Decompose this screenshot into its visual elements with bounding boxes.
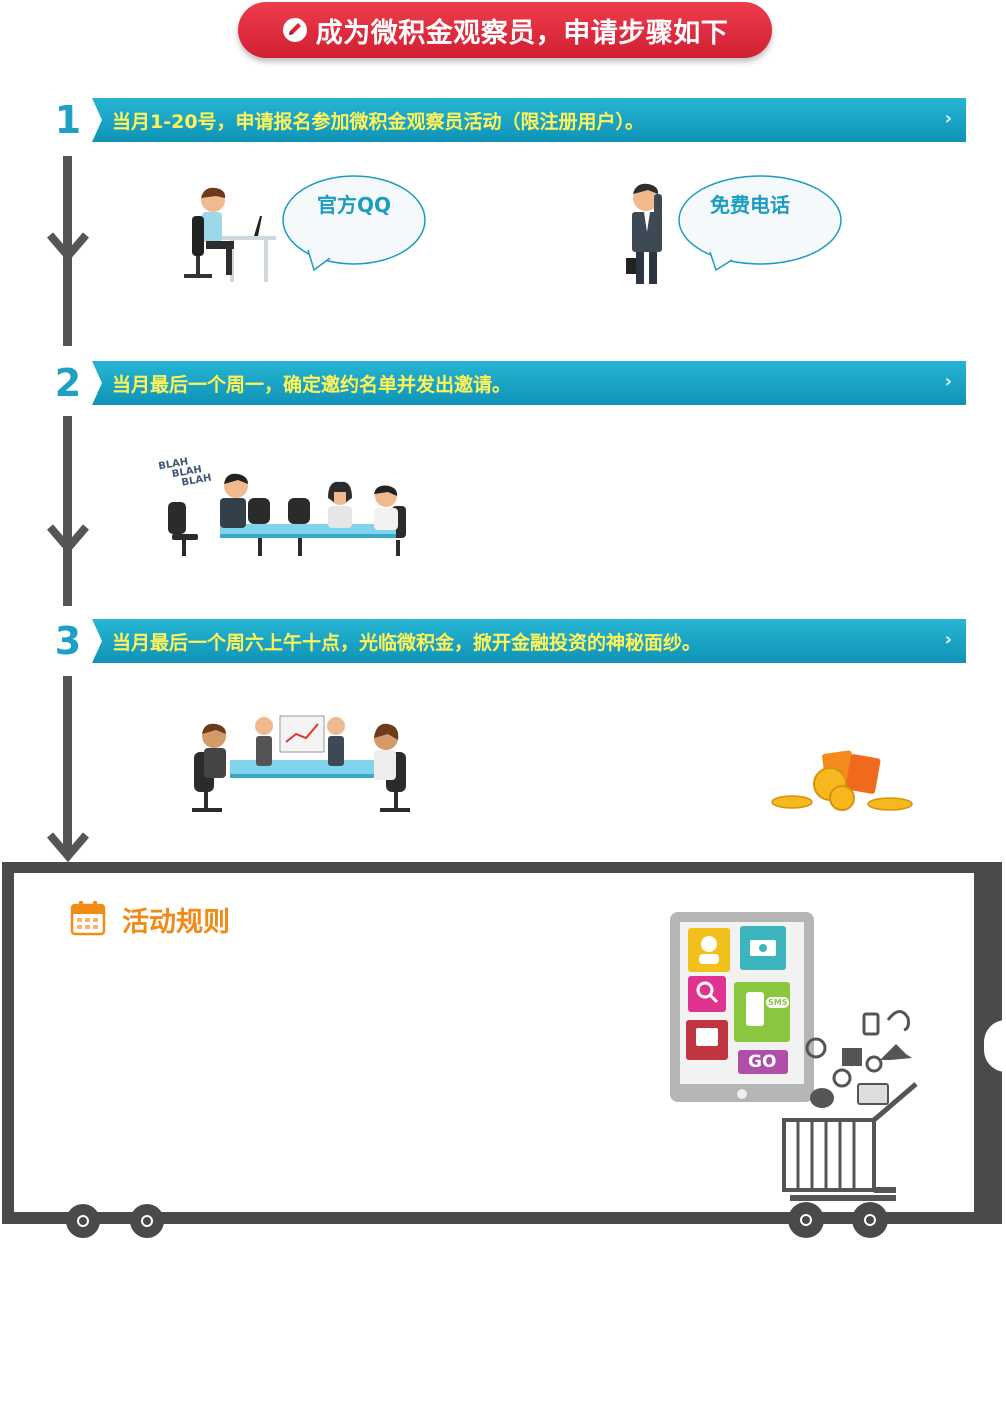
chevron-right-icon: › <box>944 108 952 129</box>
sms-label: SMS <box>766 997 790 1008</box>
header-banner: 成为微积金观察员，申请步骤如下 <box>238 2 772 58</box>
step-3-text: 当月最后一个周六上午十点，光临微积金，掀开金融投资的神秘面纱。 <box>112 631 702 654</box>
chevron-right-icon: › <box>944 629 952 650</box>
wheel <box>130 1204 164 1238</box>
step-2-number: 2 <box>54 361 82 405</box>
step-1-text: 当月1-20号，申请报名参加微积金观察员活动（限注册用户）。 <box>112 110 645 133</box>
timeline-line <box>63 676 72 852</box>
step-1-bar[interactable]: 当月1-20号，申请报名参加微积金观察员活动（限注册用户）。 › <box>92 98 966 142</box>
chevron-right-icon: › <box>944 371 952 392</box>
speech-bubble-phone <box>678 175 842 272</box>
go-label[interactable]: GO <box>748 1052 777 1072</box>
calendar-icon <box>70 901 106 936</box>
bubble-text-qq: 官方QQ <box>316 193 391 217</box>
header-title: 成为微积金观察员，申请步骤如下 <box>315 17 729 49</box>
wheel <box>66 1204 100 1238</box>
arrow-down-icon <box>47 524 89 554</box>
arrow-down-icon <box>47 232 89 262</box>
pencil-icon <box>282 18 307 42</box>
arrow-down-icon <box>47 832 89 862</box>
meeting-illustration <box>168 473 406 556</box>
step-3-bar[interactable]: 当月最后一个周六上午十点，光临微积金，掀开金融投资的神秘面纱。 › <box>92 619 966 663</box>
tablet-illustration <box>670 912 814 1102</box>
presentation-meeting-illustration <box>192 715 410 812</box>
cart-wheel <box>852 1202 888 1238</box>
step-2-bar[interactable]: 当月最后一个周一，确定邀约名单并发出邀请。 › <box>92 361 966 405</box>
person-at-computer-illustration <box>184 187 276 282</box>
step-3-number: 3 <box>54 619 82 663</box>
bubble-text-phone: 免费电话 <box>710 193 790 217</box>
businessman-on-phone-illustration <box>626 183 662 284</box>
timeline-line <box>63 416 72 606</box>
coins-and-red-envelopes-illustration <box>771 750 913 811</box>
speech-bubble-qq <box>282 175 426 272</box>
frame-notch <box>984 1020 1006 1072</box>
step-1-number: 1 <box>54 98 82 142</box>
rules-title: 活动规则 <box>122 907 230 938</box>
step-2-text: 当月最后一个周一，确定邀约名单并发出邀请。 <box>112 373 512 396</box>
cart-wheel <box>788 1202 824 1238</box>
shopping-cart-illustration <box>782 1010 918 1201</box>
